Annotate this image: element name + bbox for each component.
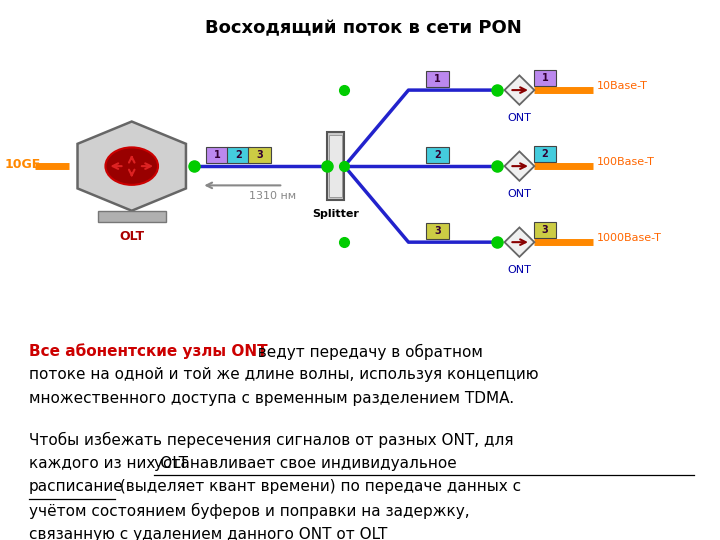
Text: 1: 1 xyxy=(214,150,220,160)
Circle shape xyxy=(105,147,158,185)
FancyBboxPatch shape xyxy=(426,71,449,86)
Text: 3: 3 xyxy=(541,225,549,235)
Text: 2: 2 xyxy=(541,149,549,159)
FancyBboxPatch shape xyxy=(534,146,557,161)
Text: учётом состоянием буферов и поправки на задержку,: учётом состоянием буферов и поправки на … xyxy=(29,503,469,519)
Text: 100Base-T: 100Base-T xyxy=(597,157,655,167)
Text: ведут передачу в обратном: ведут передачу в обратном xyxy=(248,343,482,360)
Text: каждого из них OLT: каждого из них OLT xyxy=(29,456,192,470)
Text: устанавливает свое индивидуальное: устанавливает свое индивидуальное xyxy=(154,456,456,470)
Text: 10Base-T: 10Base-T xyxy=(597,81,648,91)
Text: OLT: OLT xyxy=(120,230,144,243)
Text: 3: 3 xyxy=(256,150,263,160)
Polygon shape xyxy=(505,151,534,181)
Text: (выделяет квант времени) по передаче данных с: (выделяет квант времени) по передаче дан… xyxy=(115,480,521,494)
Text: Splitter: Splitter xyxy=(312,210,359,219)
FancyBboxPatch shape xyxy=(534,222,557,238)
FancyBboxPatch shape xyxy=(206,147,228,163)
Text: потоке на одной и той же длине волны, используя концепцию: потоке на одной и той же длине волны, ис… xyxy=(29,367,538,382)
Text: 10GE: 10GE xyxy=(5,158,41,171)
FancyBboxPatch shape xyxy=(98,211,166,222)
Text: связанную с удалением данного ONT от OLT: связанную с удалением данного ONT от OLT xyxy=(29,527,387,540)
FancyBboxPatch shape xyxy=(426,224,449,239)
Text: 1310 нм: 1310 нм xyxy=(248,192,296,201)
Text: Чтобы избежать пересечения сигналов от разных ONT, для: Чтобы избежать пересечения сигналов от р… xyxy=(29,431,513,448)
Text: 1: 1 xyxy=(434,74,441,84)
Text: ONT: ONT xyxy=(508,265,531,275)
Polygon shape xyxy=(505,76,534,105)
Text: 3: 3 xyxy=(434,226,441,236)
FancyBboxPatch shape xyxy=(330,135,342,197)
Text: 1: 1 xyxy=(541,73,549,83)
Text: множественного доступа с временным разделением TDMA.: множественного доступа с временным разде… xyxy=(29,391,513,406)
Text: 2: 2 xyxy=(235,150,242,160)
Polygon shape xyxy=(78,122,186,211)
FancyBboxPatch shape xyxy=(328,132,344,200)
Text: Все абонентские узлы ONT: Все абонентские узлы ONT xyxy=(29,343,267,359)
Text: Восходящий поток в сети PON: Восходящий поток в сети PON xyxy=(204,19,521,37)
Polygon shape xyxy=(505,227,534,257)
FancyBboxPatch shape xyxy=(227,147,250,163)
FancyBboxPatch shape xyxy=(248,147,271,163)
Text: 2: 2 xyxy=(434,150,441,160)
Text: ONT: ONT xyxy=(508,189,531,199)
Text: расписание: расписание xyxy=(29,480,123,494)
FancyBboxPatch shape xyxy=(534,70,557,85)
FancyBboxPatch shape xyxy=(426,147,449,163)
Text: ONT: ONT xyxy=(508,113,531,123)
Text: 1000Base-T: 1000Base-T xyxy=(597,233,662,243)
